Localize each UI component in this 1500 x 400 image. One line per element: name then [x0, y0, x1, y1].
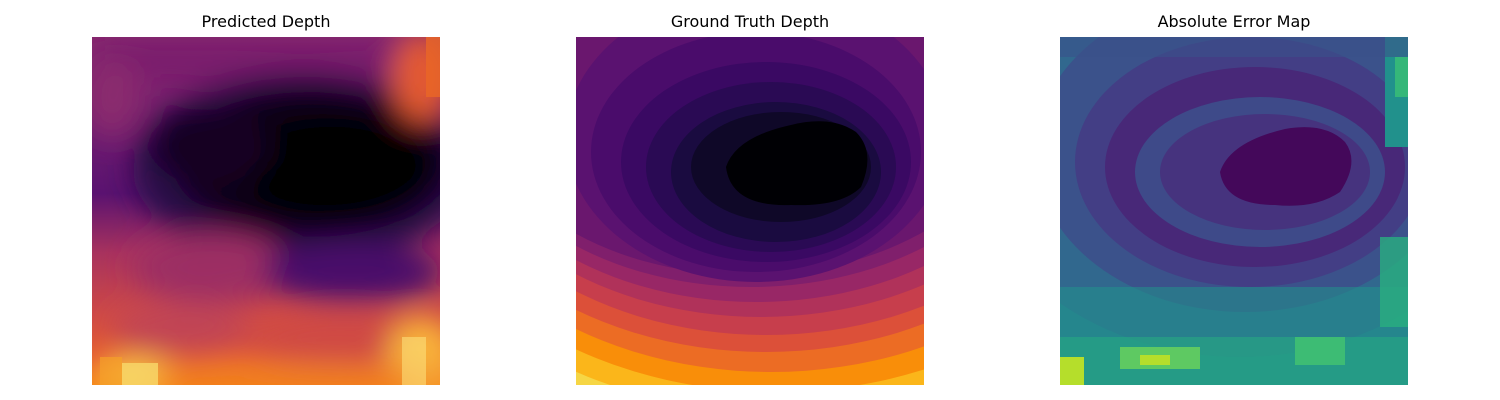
predicted-depth-title: Predicted Depth [201, 12, 331, 31]
predicted-depth-heatmap [92, 37, 440, 385]
ground-truth-depth-title: Ground Truth Depth [670, 12, 830, 31]
absolute-error-image [1060, 37, 1408, 385]
ground-truth-depth-image [576, 37, 924, 385]
absolute-error-panel: Absolute Error Map [1060, 0, 1408, 400]
predicted-depth-panel: Predicted Depth [92, 0, 440, 400]
absolute-error-title: Absolute Error Map [1157, 12, 1311, 31]
ground-truth-depth-panel: Ground Truth Depth [576, 0, 924, 400]
predicted-depth-image [92, 37, 440, 385]
absolute-error-heatmap [1060, 37, 1408, 385]
ground-truth-depth-heatmap [576, 37, 924, 385]
